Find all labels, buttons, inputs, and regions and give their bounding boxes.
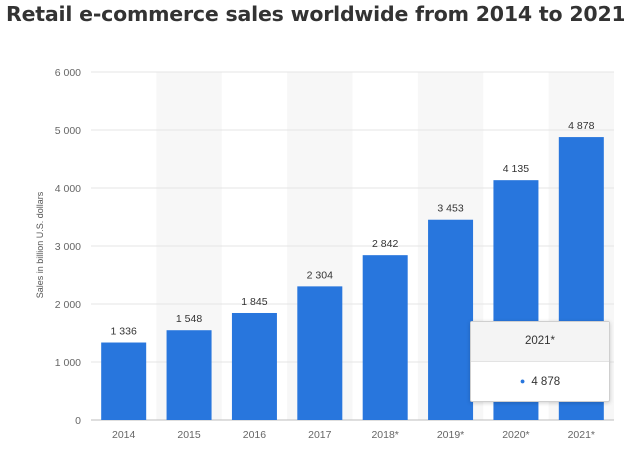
y-tick-label: 1 000	[55, 357, 81, 369]
y-tick-label: 3 000	[55, 241, 81, 253]
series-dot-icon: ●	[519, 376, 526, 386]
x-tick-label: 2015	[177, 429, 201, 441]
bar	[428, 219, 474, 420]
x-tick-label: 2014	[112, 429, 136, 441]
y-tick-label: 5 000	[55, 125, 81, 137]
bar	[231, 312, 277, 420]
x-tick-label: 2017	[308, 429, 332, 441]
data-label: 4 878	[568, 120, 594, 132]
data-label: 1 845	[241, 296, 267, 308]
x-tick-label: 2016	[243, 429, 267, 441]
data-label: 3 453	[437, 203, 463, 215]
y-axis-ticks: 0 1 000 2 000 3 000 4 000 5 000 6 000	[55, 67, 81, 427]
x-axis-ticks: 2014 2015 2016 2017 2018* 2019* 2020* 2021*	[112, 429, 595, 441]
x-tick-label: 2019*	[437, 429, 464, 441]
data-label: 1 336	[111, 326, 137, 338]
tooltip: 2021* ● 4 878	[470, 321, 610, 402]
bar	[362, 255, 408, 420]
bar	[101, 342, 147, 420]
data-label: 2 842	[372, 238, 398, 250]
x-tick-label: 2021*	[568, 429, 595, 441]
x-tick-label: 2020*	[502, 429, 529, 441]
tooltip-value: 4 878	[531, 376, 561, 388]
y-tick-label: 6 000	[55, 67, 81, 79]
data-label: 2 304	[307, 269, 333, 281]
tooltip-body: ● 4 878	[471, 362, 609, 401]
y-tick-label: 2 000	[55, 299, 81, 311]
y-tick-label: 0	[75, 415, 81, 427]
data-label: 4 135	[503, 163, 529, 175]
x-tick-label: 2018*	[371, 429, 398, 441]
y-tick-label: 4 000	[55, 183, 81, 195]
tooltip-header: 2021*	[471, 322, 609, 362]
y-axis-label: Sales in billion U.S. dollars	[35, 191, 45, 298]
data-label: 1 548	[176, 313, 202, 325]
bar	[297, 286, 343, 420]
bar	[166, 330, 212, 420]
chart-title: Retail e-commerce sales worldwide from 2…	[6, 2, 624, 26]
value-labels: 1 336 1 548 1 845 2 304 2 842 3 453 4 135 4 878	[111, 120, 595, 337]
